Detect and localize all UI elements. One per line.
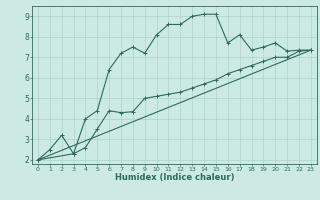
X-axis label: Humidex (Indice chaleur): Humidex (Indice chaleur) bbox=[115, 173, 234, 182]
